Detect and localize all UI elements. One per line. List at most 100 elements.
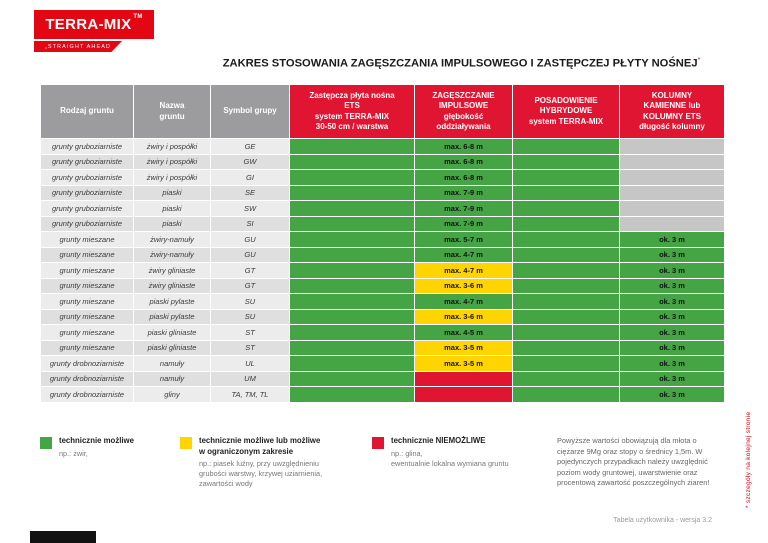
cell-zastepcza-plyta bbox=[290, 356, 414, 371]
table-row: grunty mieszane piaski pylaste SU max. 3-6 … bbox=[41, 309, 724, 324]
cell-posadowienie-hybrydowe bbox=[513, 387, 619, 402]
cell-symbol-grupy: SU bbox=[211, 309, 289, 324]
cell-rodzaj-gruntu: grunty mieszane bbox=[41, 309, 133, 324]
cell-nazwa-gruntu: piaski bbox=[134, 216, 210, 231]
cell-symbol-grupy: GI bbox=[211, 170, 289, 185]
cell-nazwa-gruntu: piaski pylaste bbox=[134, 294, 210, 309]
legend-title-limited: technicznie możliwe lub możliwe w ograni… bbox=[199, 436, 321, 456]
cell-symbol-grupy: GT bbox=[211, 263, 289, 278]
cell-zageszczanie-impulsowe: max. 3-6 m bbox=[415, 309, 512, 324]
cell-nazwa-gruntu: piaski bbox=[134, 201, 210, 216]
cell-symbol-grupy: ST bbox=[211, 340, 289, 355]
cell-posadowienie-hybrydowe bbox=[513, 216, 619, 231]
header-nazwa-gruntu: Nazwa gruntu bbox=[134, 85, 210, 138]
cell-zageszczanie-impulsowe: max. 6-8 m bbox=[415, 170, 512, 185]
cell-kolumny: ok. 3 m bbox=[620, 294, 724, 309]
cell-kolumny bbox=[620, 216, 724, 231]
cell-zastepcza-plyta bbox=[290, 185, 414, 200]
cell-zastepcza-plyta bbox=[290, 216, 414, 231]
cell-zastepcza-plyta bbox=[290, 170, 414, 185]
cell-zastepcza-plyta bbox=[290, 201, 414, 216]
table-row: grunty mieszane żwiry-namuły GU max. 4-7 m o… bbox=[41, 247, 724, 262]
conditions-note: Powyższe wartości obowiązują dla młota o… bbox=[557, 436, 710, 488]
cell-symbol-grupy: SU bbox=[211, 294, 289, 309]
cell-zastepcza-plyta bbox=[290, 309, 414, 324]
cell-rodzaj-gruntu: grunty gruboziarniste bbox=[41, 185, 133, 200]
cell-zastepcza-plyta bbox=[290, 263, 414, 278]
cell-kolumny: ok. 3 m bbox=[620, 340, 724, 355]
cell-rodzaj-gruntu: grunty gruboziarniste bbox=[41, 170, 133, 185]
cell-rodzaj-gruntu: grunty gruboziarniste bbox=[41, 216, 133, 231]
cell-zageszczanie-impulsowe: max. 5-7 m bbox=[415, 232, 512, 247]
table-row: grunty mieszane żwiry gliniaste GT max. 4-7… bbox=[41, 263, 724, 278]
cell-zastepcza-plyta bbox=[290, 371, 414, 386]
cell-rodzaj-gruntu: grunty mieszane bbox=[41, 294, 133, 309]
cell-kolumny bbox=[620, 185, 724, 200]
table-row: grunty mieszane piaski gliniaste ST max. 3-… bbox=[41, 340, 724, 355]
page-title-asterisk: * bbox=[697, 57, 701, 64]
cell-kolumny bbox=[620, 154, 724, 169]
cell-nazwa-gruntu: piaski gliniaste bbox=[134, 340, 210, 355]
cell-kolumny: ok. 3 m bbox=[620, 278, 724, 293]
header-symbol-grupy: Symbol grupy bbox=[211, 85, 289, 138]
cell-symbol-grupy: SI bbox=[211, 216, 289, 231]
side-vertical-note: * szczegóły na kolejnej stronie bbox=[745, 411, 752, 508]
cell-posadowienie-hybrydowe bbox=[513, 356, 619, 371]
cell-kolumny bbox=[620, 170, 724, 185]
cell-zastepcza-plyta bbox=[290, 294, 414, 309]
table-row: grunty gruboziarniste żwiry i pospółki GI m… bbox=[41, 170, 724, 185]
table-row: grunty gruboziarniste piaski SW max. 7-9 m bbox=[41, 201, 724, 216]
legend-swatch-yellow bbox=[180, 437, 192, 449]
cell-zastepcza-plyta bbox=[290, 154, 414, 169]
cell-posadowienie-hybrydowe bbox=[513, 294, 619, 309]
cell-symbol-grupy: SW bbox=[211, 201, 289, 216]
cell-rodzaj-gruntu: grunty gruboziarniste bbox=[41, 139, 133, 154]
cell-nazwa-gruntu: żwiry gliniaste bbox=[134, 263, 210, 278]
cell-rodzaj-gruntu: grunty mieszane bbox=[41, 247, 133, 262]
cell-symbol-grupy: ST bbox=[211, 325, 289, 340]
table-row: grunty gruboziarniste piaski SI max. 7-9 m bbox=[41, 216, 724, 231]
cell-zageszczanie-impulsowe: max. 3-5 m bbox=[415, 356, 512, 371]
cell-rodzaj-gruntu: grunty drobnoziarniste bbox=[41, 387, 133, 402]
cell-posadowienie-hybrydowe bbox=[513, 154, 619, 169]
cell-zastepcza-plyta bbox=[290, 325, 414, 340]
cell-posadowienie-hybrydowe bbox=[513, 201, 619, 216]
cell-kolumny: ok. 3 m bbox=[620, 309, 724, 324]
cell-posadowienie-hybrydowe bbox=[513, 139, 619, 154]
legend-swatch-red bbox=[372, 437, 384, 449]
cell-nazwa-gruntu: żwiry-namuły bbox=[134, 232, 210, 247]
cell-kolumny: ok. 3 m bbox=[620, 247, 724, 262]
version-footer: Tabela użytkownika - wersja 3.2 bbox=[613, 517, 712, 524]
legend-swatch-green bbox=[40, 437, 52, 449]
cell-zastepcza-plyta bbox=[290, 278, 414, 293]
cell-posadowienie-hybrydowe bbox=[513, 232, 619, 247]
cell-posadowienie-hybrydowe bbox=[513, 340, 619, 355]
cell-kolumny: ok. 3 m bbox=[620, 325, 724, 340]
header-posadowienie-hybrydowe: POSADOWIENIE HYBRYDOWE system TERRA-MIX bbox=[513, 85, 619, 138]
cell-zageszczanie-impulsowe bbox=[415, 387, 512, 402]
cell-zageszczanie-impulsowe: max. 4-7 m bbox=[415, 263, 512, 278]
cell-posadowienie-hybrydowe bbox=[513, 263, 619, 278]
cell-nazwa-gruntu: gliny bbox=[134, 387, 210, 402]
table-row: grunty gruboziarniste piaski SE max. 7-9 m bbox=[41, 185, 724, 200]
cell-zastepcza-plyta bbox=[290, 387, 414, 402]
cell-kolumny: ok. 3 m bbox=[620, 232, 724, 247]
cell-zageszczanie-impulsowe: max. 4-7 m bbox=[415, 294, 512, 309]
table-row: grunty drobnoziarniste gliny TA, TM, TL ok.… bbox=[41, 387, 724, 402]
application-table: Rodzaj gruntu Nazwa gruntu Symbol grupy … bbox=[40, 84, 725, 403]
legend-title-impossible: technicznie NIEMOŻLIWE bbox=[391, 436, 486, 445]
cell-zageszczanie-impulsowe: max. 6-8 m bbox=[415, 139, 512, 154]
table-body: grunty gruboziarniste żwiry i pospółki GE m… bbox=[41, 139, 724, 402]
cell-posadowienie-hybrydowe bbox=[513, 278, 619, 293]
table-row: grunty gruboziarniste żwiry i pospółki GW m… bbox=[41, 154, 724, 169]
cell-kolumny: ok. 3 m bbox=[620, 387, 724, 402]
table-row: grunty mieszane żwiry-namuły GU max. 5-7 m o… bbox=[41, 232, 724, 247]
table-row: grunty mieszane piaski pylaste SU max. 4-7 … bbox=[41, 294, 724, 309]
logo-brand: TERRA-MIX bbox=[45, 16, 132, 33]
cell-posadowienie-hybrydowe bbox=[513, 371, 619, 386]
cell-rodzaj-gruntu: grunty mieszane bbox=[41, 340, 133, 355]
cell-zageszczanie-impulsowe: max. 7-9 m bbox=[415, 216, 512, 231]
cell-zageszczanie-impulsowe: max. 7-9 m bbox=[415, 185, 512, 200]
cell-posadowienie-hybrydowe bbox=[513, 309, 619, 324]
